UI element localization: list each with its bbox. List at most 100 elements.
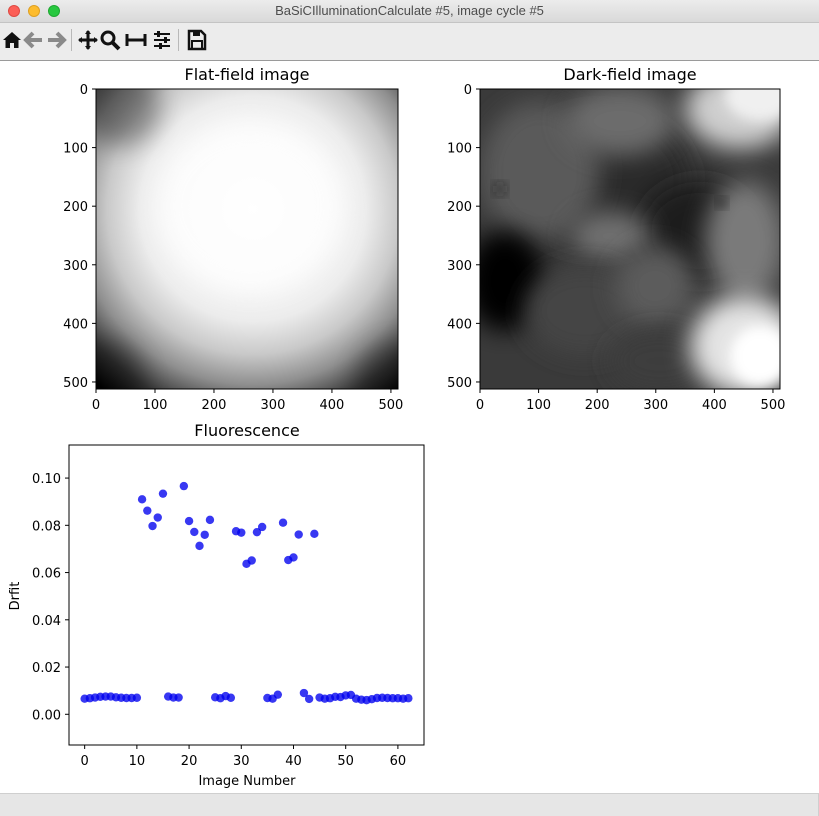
figure[interactable]: Flat-field image 0 100 200 300 400 5000100200… (0, 61, 819, 793)
y-tick-label: 400 (63, 317, 88, 332)
scatter-point (310, 529, 319, 539)
scatter-point (304, 694, 314, 704)
y-tick-label: 0.00 (32, 708, 61, 723)
x-tick-label: 400 (320, 398, 345, 413)
fluorescence-ylabel: Drfit (8, 582, 23, 611)
window-title: BaSiCIlluminationCalculate #5, image cyc… (275, 3, 544, 18)
scatter-point (404, 694, 413, 703)
scatter-point (237, 528, 246, 537)
x-tick-label: 200 (585, 398, 610, 413)
maximize-window-button[interactable] (48, 5, 60, 17)
scatter-point (257, 522, 267, 532)
scatter-point (289, 553, 298, 562)
customize-icon (154, 31, 170, 49)
y-tick-label: 500 (447, 376, 472, 391)
scatter-point (200, 530, 209, 539)
scatter-point (174, 693, 183, 702)
subplots-button[interactable] (124, 28, 148, 52)
x-tick-label: 100 (526, 398, 551, 413)
x-tick-label: 60 (390, 754, 407, 769)
scatter-point (158, 489, 168, 498)
scatter-point (195, 541, 204, 551)
y-tick-label: 100 (447, 142, 472, 157)
zoom-button[interactable] (98, 28, 122, 52)
x-tick-label: 300 (261, 398, 286, 413)
navigation-toolbar (0, 23, 819, 61)
scatter-point (294, 530, 303, 539)
flat-field-frame (95, 88, 399, 390)
flat-field-subplot: Flat-field image 0 100 200 300 400 500 0 100 200… (63, 65, 403, 413)
scatter-point (190, 527, 199, 537)
y-tick-label: 300 (447, 259, 472, 274)
y-tick-label: 400 (447, 317, 472, 332)
x-tick-label: 30 (233, 754, 250, 769)
scatter-point (226, 693, 236, 702)
flat-field-title: Flat-field image (185, 65, 310, 84)
x-tick-label: 40 (285, 754, 302, 769)
scatter-point (148, 521, 157, 531)
fluorescence-ticks: 0 10 20 30 40 50 60 0.00 0.02 0.04 0.06 0.08 0.10 (32, 472, 406, 769)
x-tick-label: 400 (702, 398, 727, 413)
y-tick-label: 300 (63, 259, 88, 274)
forward-button[interactable] (44, 28, 68, 52)
figure-canvas[interactable]: Flat-field image 0 100 200 300 400 500 0 100 200… (0, 61, 819, 793)
x-tick-label: 0 (92, 398, 100, 413)
scatter-point (252, 527, 262, 537)
y-tick-label: 200 (63, 200, 88, 215)
fluorescence-points (80, 481, 413, 705)
close-window-button[interactable] (8, 5, 20, 17)
x-tick-label: 20 (181, 754, 198, 769)
y-tick-label: 0.04 (32, 614, 61, 629)
scatter-point (278, 518, 288, 527)
x-tick-label: 500 (379, 398, 404, 413)
scatter-point (299, 688, 309, 698)
fluorescence-subplot: Fluorescence 0 10 20 30 40 50 60 0.00 0.02 0.04 0.… (8, 421, 425, 789)
toolbar-separator (178, 29, 179, 51)
y-tick-label: 0 (464, 83, 472, 98)
y-tick-label: 500 (63, 376, 88, 391)
x-tick-label: 100 (143, 398, 168, 413)
back-arrow-icon (23, 31, 42, 49)
dark-field-frame (479, 88, 781, 390)
x-tick-label: 10 (129, 754, 146, 769)
fluorescence-title: Fluorescence (194, 421, 299, 440)
home-icon (3, 32, 21, 48)
scatter-point (153, 513, 162, 522)
home-button[interactable] (0, 28, 24, 52)
scatter-point (143, 506, 152, 515)
x-tick-label: 200 (202, 398, 227, 413)
flat-field-heatmap (96, 89, 398, 389)
zoom-icon (100, 30, 121, 51)
save-icon (187, 29, 207, 51)
scatter-point (179, 481, 189, 491)
scatter-point (137, 495, 147, 504)
dark-field-subplot: Dark-field image 0 10 (447, 65, 785, 413)
minimize-window-button[interactable] (28, 5, 40, 17)
scatter-point (273, 690, 283, 699)
y-tick-label: 0 (80, 83, 88, 98)
flat-field-ticks: 0 100 200 300 400 500 0 100 200 300 400 500 (63, 83, 403, 413)
status-bar (0, 793, 819, 816)
window-titlebar: BaSiCIlluminationCalculate #5, image cyc… (0, 0, 819, 23)
y-tick-label: 0.10 (32, 472, 61, 487)
dark-field-ticks: 0 100 200 300 400 500 0 100 200 300 400 500 (447, 83, 785, 413)
scatter-point (205, 515, 215, 525)
back-button[interactable] (22, 28, 46, 52)
fluorescence-xlabel: Image Number (198, 774, 296, 789)
scatter-point (132, 693, 142, 702)
customize-button[interactable] (150, 28, 174, 52)
dark-field-title: Dark-field image (563, 65, 696, 84)
y-tick-label: 0.08 (32, 519, 61, 534)
forward-arrow-icon (48, 31, 67, 49)
toolbar-separator (71, 29, 72, 51)
x-tick-label: 500 (761, 398, 786, 413)
pan-button[interactable] (76, 28, 100, 52)
y-tick-label: 100 (63, 142, 88, 157)
save-button[interactable] (184, 28, 208, 52)
subplots-icon (125, 34, 147, 46)
x-tick-label: 0 (476, 398, 484, 413)
x-tick-label: 50 (337, 754, 354, 769)
y-tick-label: 0.02 (32, 661, 61, 676)
dark-field-heatmap (480, 89, 780, 389)
scatter-point (247, 556, 256, 565)
